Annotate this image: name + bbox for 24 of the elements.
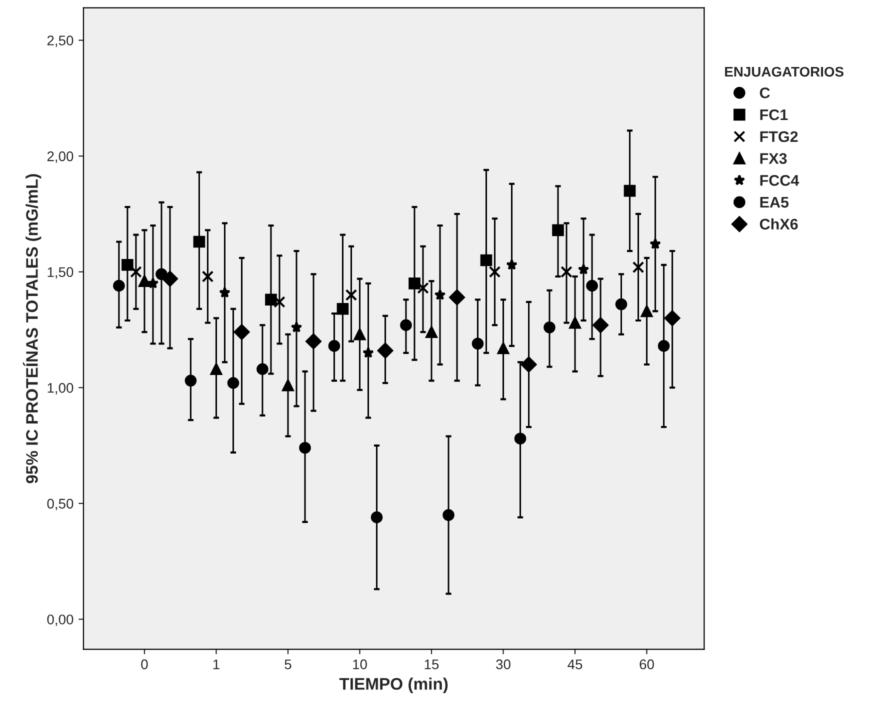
legend-label: FX3 (760, 153, 787, 164)
x-tick-label: 5 (284, 660, 292, 670)
x-tick-label: 60 (640, 659, 654, 670)
legend-label: ChX6 (760, 218, 798, 230)
x-axis-title: TIEMPO (min) (339, 678, 448, 694)
x-tick-label: 0 (141, 659, 148, 670)
legend-label: C (760, 87, 770, 98)
y-tick-label: 0,50 (47, 498, 74, 510)
y-tick-label: 1,50 (48, 267, 74, 279)
legend-title: ENJUAGATORIOS (725, 66, 844, 77)
y-tick-label: 2,00 (47, 151, 74, 163)
y-tick-label: 0,00 (47, 614, 74, 626)
legend-label: FTG2 (760, 131, 798, 142)
x-tick-label: 10 (353, 659, 367, 670)
legend-label: FC1 (760, 109, 788, 120)
legend-label: FCC4 (760, 175, 800, 186)
y-tick-label: 1,00 (48, 382, 74, 394)
x-tick-label: 45 (568, 660, 582, 670)
y-tick-label: 2,50 (47, 36, 74, 48)
legend-label: EA5 (760, 197, 789, 208)
x-tick-label: 1 (213, 660, 220, 670)
x-tick-label: 30 (496, 659, 510, 670)
y-axis-title: 95% IC PROTEÍNAS TOTALES (mG/mL) (22, 174, 42, 484)
x-tick-label: 15 (424, 660, 439, 670)
